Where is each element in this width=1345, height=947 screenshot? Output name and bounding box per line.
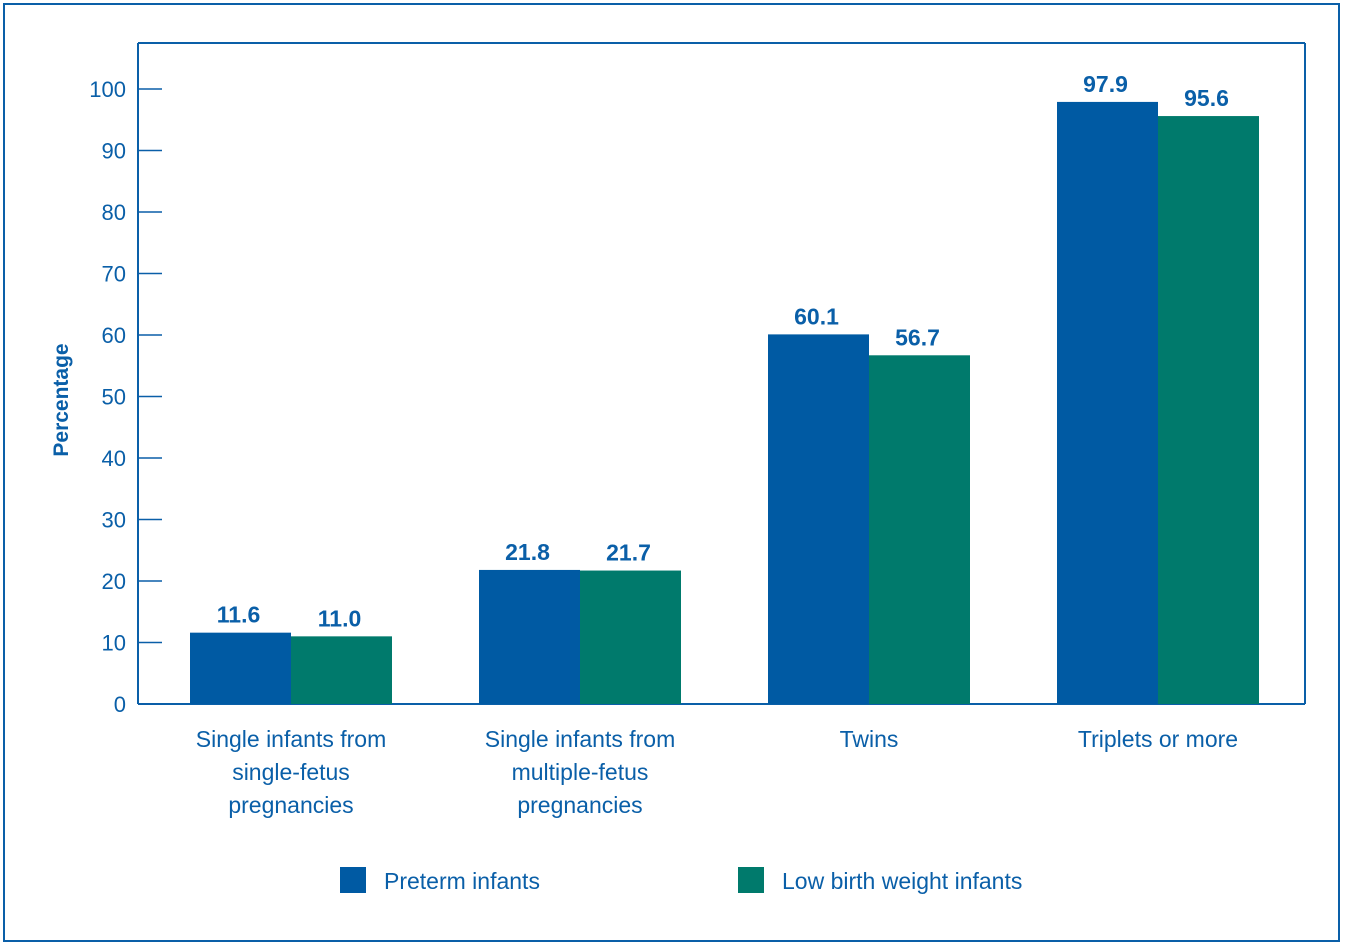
category-labels: Single infants from single-fetus pregnanci… — [196, 726, 1238, 818]
data-label: 56.7 — [895, 324, 940, 350]
y-tick-label: 50 — [102, 385, 126, 410]
category-label-line: multiple-fetus — [512, 759, 649, 785]
bar — [190, 632, 291, 704]
category-label-line: Triplets or more — [1078, 726, 1238, 752]
category-label-line: single-fetus — [232, 759, 350, 785]
category-label-line: Single infants from — [196, 726, 386, 752]
bar — [479, 569, 580, 704]
y-tick-label: 60 — [102, 323, 126, 348]
y-tick-label: 20 — [102, 569, 126, 594]
legend-label: Low birth weight infants — [782, 868, 1022, 894]
y-tick-label: 30 — [102, 508, 126, 533]
y-tick-label: 40 — [102, 446, 126, 471]
data-label: 95.6 — [1184, 85, 1229, 111]
data-label: 21.8 — [505, 539, 550, 565]
category-label-line: pregnancies — [517, 792, 642, 818]
category-label-line: pregnancies — [228, 792, 353, 818]
legend-swatch — [340, 867, 366, 893]
data-label: 60.1 — [794, 303, 839, 329]
bar — [768, 334, 869, 704]
legend-label: Preterm infants — [384, 868, 540, 894]
bars — [190, 101, 1259, 705]
legend-swatch — [738, 867, 764, 893]
y-tick-label: 80 — [102, 200, 126, 225]
category-label-line: Twins — [840, 726, 899, 752]
bar — [291, 636, 392, 704]
bar — [1158, 116, 1259, 704]
y-axis-label: Percentage — [50, 343, 73, 456]
value-labels: 11.6 11.0 21.8 21.7 60.1 56.7 97.9 95.6 — [217, 71, 1229, 631]
data-label: 11.6 — [217, 602, 261, 628]
data-label: 97.9 — [1083, 71, 1128, 97]
bar — [1057, 101, 1158, 705]
y-tick-label: 0 — [114, 692, 126, 717]
y-tick-label: 100 — [89, 77, 126, 102]
category-label: Twins — [840, 726, 899, 752]
chart-frame — [3, 3, 1340, 942]
y-tick-label: 90 — [102, 139, 126, 164]
bar — [869, 355, 970, 704]
data-label: 21.7 — [606, 540, 651, 566]
data-label: 11.0 — [318, 605, 362, 631]
category-label: Single infants from single-fetus pregnanci… — [196, 726, 386, 818]
category-label: Triplets or more — [1078, 726, 1238, 752]
category-label: Single infants from multiple-fetus pregnan… — [485, 726, 675, 818]
category-label-line: Single infants from — [485, 726, 675, 752]
bar — [580, 570, 681, 704]
y-tick-label: 70 — [102, 262, 126, 287]
y-tick-label: 10 — [102, 631, 126, 656]
legend: Preterm infants Low birth weight infants — [340, 867, 1022, 894]
